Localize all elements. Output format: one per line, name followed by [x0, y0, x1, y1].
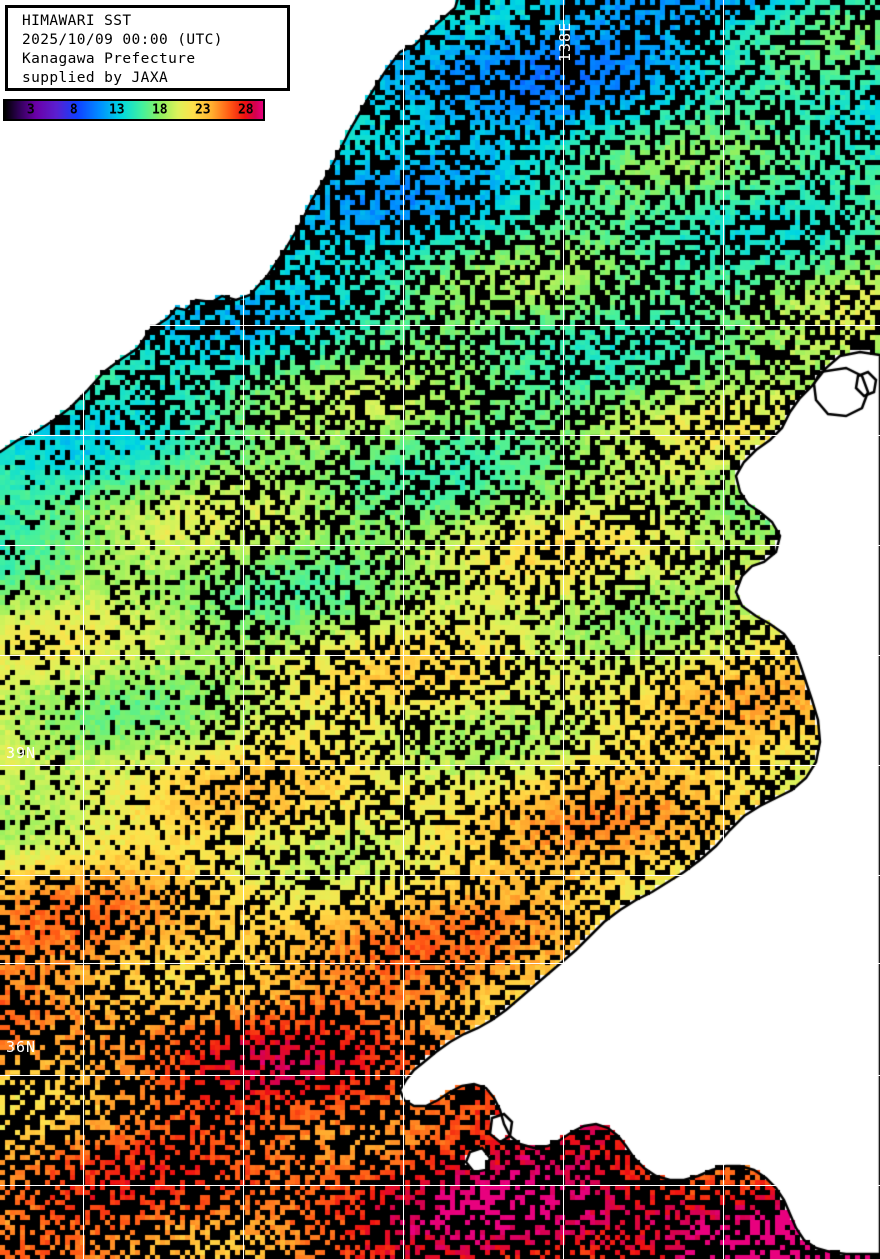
colorbar-tick-8: 8	[69, 102, 78, 118]
title-line-datetime: 2025/10/09 00:00 (UTC)	[22, 32, 223, 48]
colorbar-tick-18: 18	[151, 102, 168, 118]
title-line-product: HIMAWARI SST	[22, 13, 132, 29]
colorbar-tick-3: 3	[26, 102, 35, 118]
colorbar-tick-13: 13	[108, 102, 125, 118]
colorbar-tick-labels: 3 8 13 18 23 28	[5, 101, 263, 119]
colorbar-gradient	[5, 101, 263, 119]
temperature-colorbar: 3 8 13 18 23 28	[3, 99, 265, 121]
colorbar-tick-28: 28	[237, 102, 254, 118]
title-info-box: HIMAWARI SST 2025/10/09 00:00 (UTC) Kana…	[5, 5, 290, 91]
title-line-source: supplied by JAXA	[22, 70, 169, 86]
title-line-region: Kanagawa Prefecture	[22, 51, 196, 67]
colorbar-tick-23: 23	[194, 102, 211, 118]
